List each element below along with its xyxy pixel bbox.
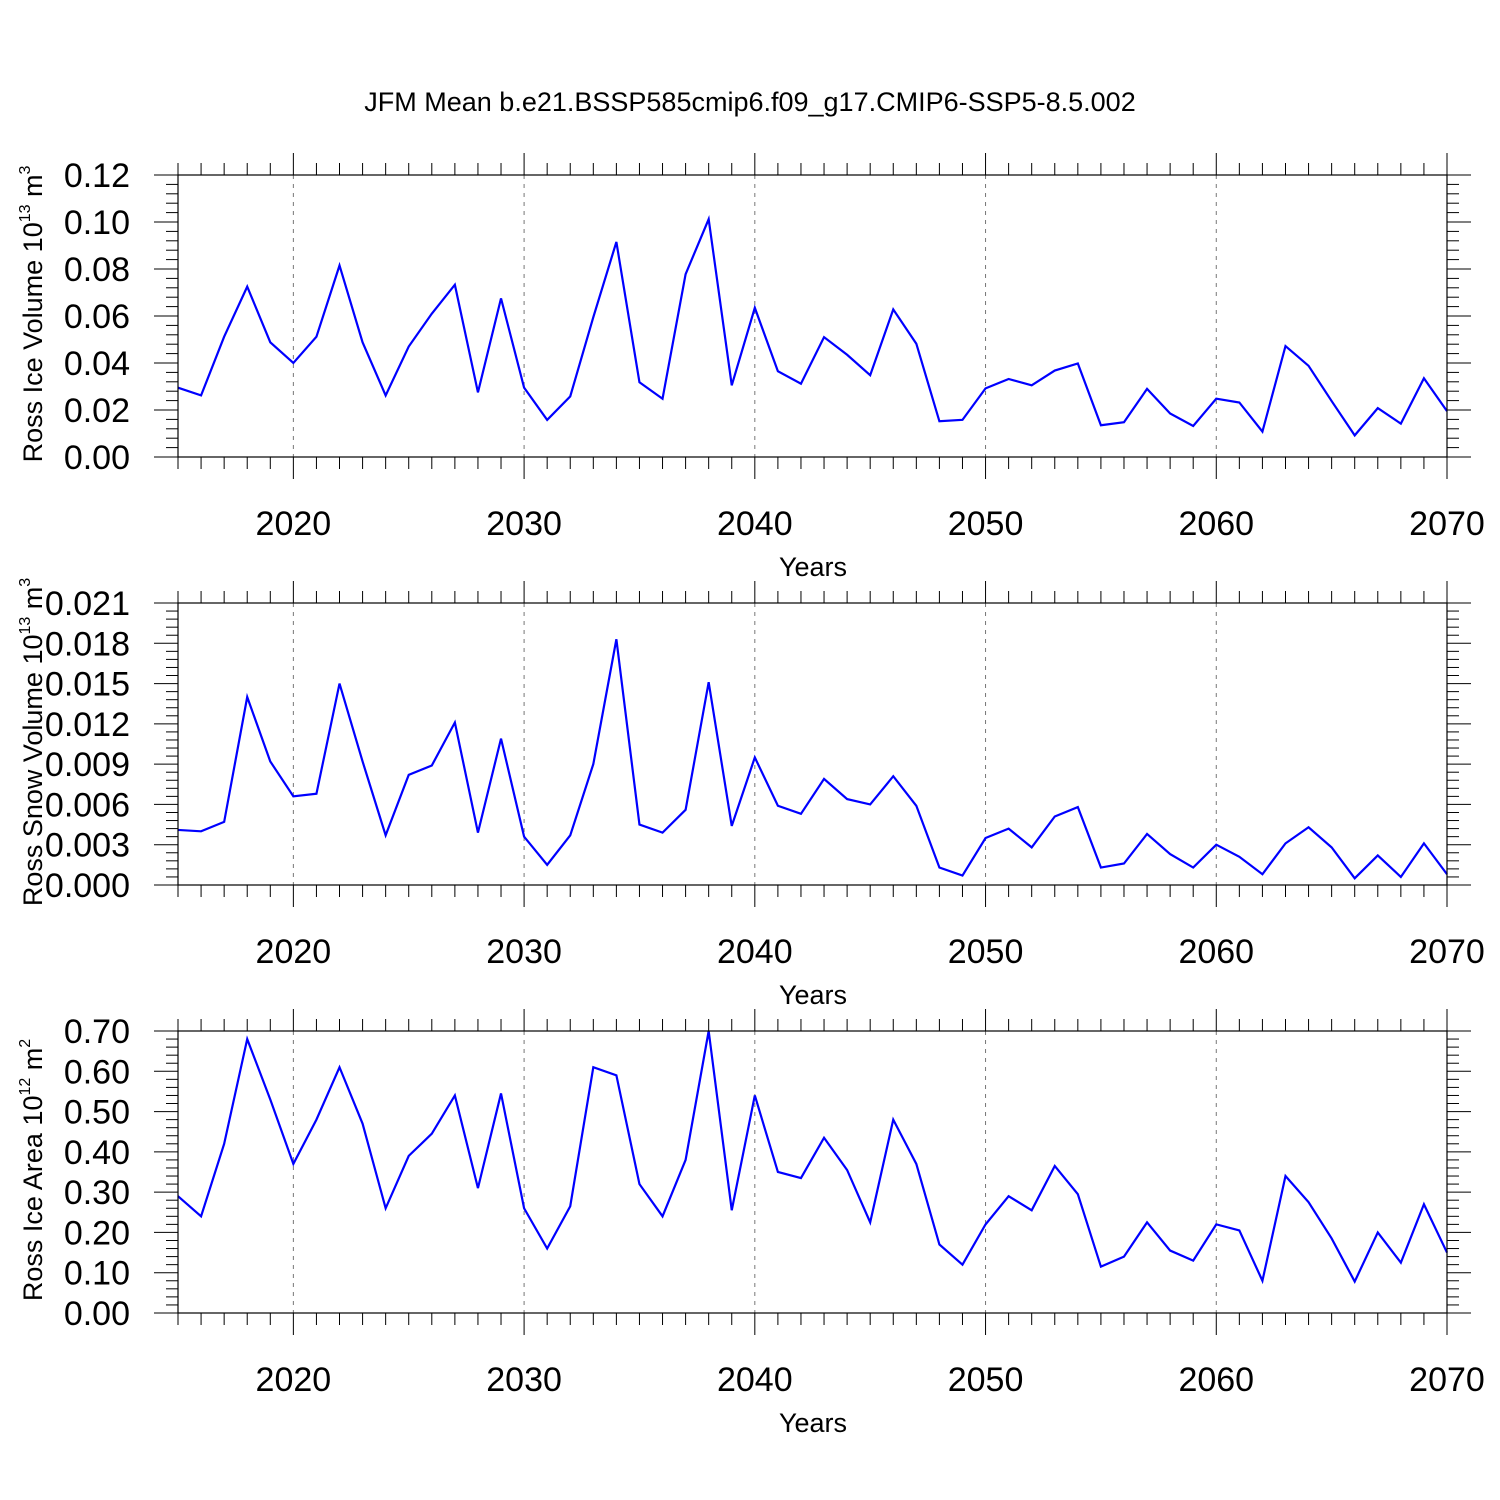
y-axis-label-unit: m — [18, 587, 48, 617]
y-tick-label: 0.08 — [64, 251, 130, 289]
y-axis-label-unit: m — [18, 174, 48, 204]
x-tick-label: 2040 — [717, 505, 793, 543]
x-tick-label: 2070 — [1409, 933, 1485, 971]
y-axis-label: Ross Snow Volume 1013 m3 — [17, 578, 48, 906]
x-tick-label: 2020 — [256, 933, 332, 971]
y-tick-label: 0.02 — [64, 392, 130, 430]
y-tick-label: 0.50 — [64, 1094, 130, 1132]
y-axis-label-exponent: 13 — [17, 617, 34, 635]
x-tick-label: 2030 — [486, 1361, 562, 1399]
panels: 0.00 0.02 0.04 0.06 0.08 0.10 0.12 2020 2030 2040… — [17, 153, 1485, 1438]
x-tick-label: 2050 — [948, 1361, 1024, 1399]
y-axis-label-unit: m — [18, 1048, 48, 1078]
x-tick-label: 2020 — [256, 1361, 332, 1399]
plot-frame — [177, 602, 1448, 886]
y-axis-label: Ross Ice Area 1012 m2 — [17, 1039, 48, 1301]
y-axis-label-main: Ross Ice Volume 10 — [18, 222, 48, 462]
y-axis-label-main: Ross Snow Volume 10 — [18, 635, 48, 907]
y-tick-label: 0.021 — [45, 585, 130, 623]
y-axis-label-exponent: 12 — [17, 1078, 34, 1096]
x-axis-label: Years — [779, 980, 847, 1010]
y-tick-label: 0.60 — [64, 1053, 130, 1091]
plot-frame — [177, 1030, 1448, 1314]
panel-3: 0.000.100.200.300.400.500.600.70 2020 2030… — [17, 1009, 1485, 1438]
x-tick-label: 2050 — [948, 933, 1024, 971]
y-tick-label: 0.00 — [64, 439, 130, 477]
x-tick-label: 2070 — [1409, 1361, 1485, 1399]
x-tick-label: 2060 — [1178, 933, 1254, 971]
y-axis-label-unit-exponent: 3 — [17, 165, 34, 174]
y-tick-label: 0.006 — [45, 786, 130, 824]
y-tick-label: 0.000 — [45, 867, 130, 905]
x-axis-label: Years — [779, 552, 847, 582]
series-line-1 — [177, 639, 1448, 880]
y-tick-label: 0.003 — [45, 827, 130, 865]
x-tick-label: 2060 — [1178, 1361, 1254, 1399]
plot-frame — [177, 174, 1448, 458]
y-tick-label: 0.06 — [64, 298, 130, 336]
y-axis-label-exponent: 13 — [17, 204, 34, 222]
y-tick-label: 0.10 — [64, 1255, 130, 1293]
y-tick-label: 0.30 — [64, 1174, 130, 1212]
x-tick-label: 2050 — [948, 505, 1024, 543]
y-tick-label: 0.012 — [45, 706, 130, 744]
x-tick-label: 2070 — [1409, 505, 1485, 543]
y-tick-label: 0.40 — [64, 1134, 130, 1172]
x-tick-label: 2030 — [486, 505, 562, 543]
series-line-1 — [177, 215, 1448, 438]
panel-1: 0.00 0.02 0.04 0.06 0.08 0.10 0.12 2020 2030 2040… — [17, 153, 1485, 582]
y-tick-label: 0.018 — [45, 625, 130, 663]
y-tick-label: 0.009 — [45, 746, 130, 784]
series-line-1 — [177, 1030, 1448, 1285]
x-axis-label: Years — [779, 1408, 847, 1438]
y-axis-label-unit-exponent: 2 — [17, 1039, 34, 1048]
panel-2: 0.0000.0030.0060.0090.0120.0150.0180.021… — [17, 578, 1485, 1010]
x-tick-label: 2020 — [256, 505, 332, 543]
y-tick-label: 0.20 — [64, 1214, 130, 1252]
y-tick-label: 0.015 — [45, 666, 130, 704]
y-axis-label: Ross Ice Volume 1013 m3 — [17, 165, 48, 462]
y-tick-label: 0.12 — [64, 157, 130, 195]
x-tick-label: 2040 — [717, 1361, 793, 1399]
y-axis-label-main: Ross Ice Area 10 — [18, 1096, 48, 1302]
x-tick-label: 2060 — [1178, 505, 1254, 543]
y-axis-label-unit-exponent: 3 — [17, 578, 34, 587]
y-tick-label: 0.10 — [64, 204, 130, 242]
chart-title: JFM Mean b.e21.BSSP585cmip6.f09_g17.CMIP… — [364, 87, 1135, 117]
x-tick-label: 2030 — [486, 933, 562, 971]
y-tick-label: 0.04 — [64, 345, 130, 383]
x-tick-label: 2040 — [717, 933, 793, 971]
y-tick-label: 0.00 — [64, 1295, 130, 1333]
y-tick-label: 0.70 — [64, 1013, 130, 1051]
